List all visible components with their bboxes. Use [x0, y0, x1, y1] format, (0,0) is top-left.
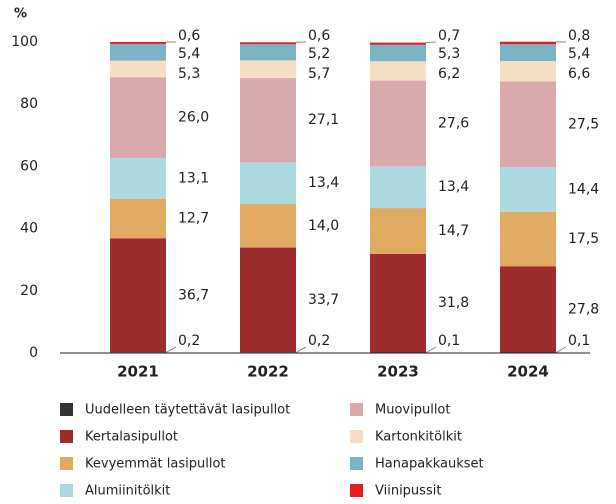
bar-segment [240, 44, 296, 60]
value-label: 0,6 [178, 28, 200, 44]
x-tick-label: 2024 [507, 363, 549, 381]
value-label: 6,6 [568, 66, 590, 82]
bar-segment [370, 43, 426, 45]
bar-segment [500, 42, 556, 44]
bar-segment [240, 162, 296, 204]
leader-line [556, 347, 566, 353]
value-label: 17,5 [568, 231, 599, 247]
bar-segment [500, 44, 556, 61]
value-label: 0,1 [568, 333, 590, 349]
value-label: 0,8 [568, 28, 590, 44]
value-label: 0,2 [308, 333, 330, 349]
value-label: 12,7 [178, 210, 209, 226]
legend-label: Kevyemmät lasipullot [85, 457, 226, 472]
leader-line [296, 347, 306, 352]
bar-segment [370, 208, 426, 254]
bar-segment [370, 61, 426, 80]
legend-label: Alumiinitölkit [85, 484, 170, 499]
value-label: 13,4 [308, 175, 339, 191]
value-label: 27,6 [438, 115, 469, 131]
legend-label: Viinipussit [375, 484, 441, 499]
bar-segment [240, 60, 296, 78]
y-tick-label: 100 [11, 34, 38, 50]
legend-swatch [350, 484, 363, 497]
bar-segment [240, 78, 296, 162]
bar-segment [240, 248, 296, 353]
value-label: 5,7 [308, 66, 330, 82]
bar-segment [370, 81, 426, 167]
value-label: 13,1 [178, 170, 209, 186]
bar-segment [370, 254, 426, 353]
value-label: 27,5 [568, 116, 599, 132]
legend-label: Kertalasipullot [85, 430, 178, 445]
value-label: 27,1 [308, 112, 339, 128]
value-label: 0,6 [308, 28, 330, 44]
y-axis-label: % [14, 7, 27, 22]
value-label: 33,7 [308, 292, 339, 308]
leader-line [426, 347, 436, 353]
legend-label: Hanapakkaukset [375, 457, 484, 472]
value-label: 6,2 [438, 66, 460, 82]
value-label: 5,4 [568, 46, 590, 62]
leader-line [166, 347, 176, 352]
value-label: 14,4 [568, 181, 599, 197]
bar-segment [240, 42, 296, 44]
bar-segment [370, 45, 426, 61]
legend-swatch [60, 403, 73, 416]
legend-swatch [60, 457, 73, 470]
bar-segment [110, 238, 166, 352]
value-label: 26,0 [178, 110, 209, 126]
legend-swatch [350, 403, 363, 416]
value-label: 14,7 [438, 223, 469, 239]
bar-segment [370, 166, 426, 208]
bar-segment [110, 199, 166, 238]
bar-segment [500, 266, 556, 352]
y-tick-label: 40 [20, 221, 38, 237]
bar-segment [500, 167, 556, 212]
leader-line [426, 42, 436, 43]
value-label: 27,8 [568, 301, 599, 317]
legend-label: Kartonkitölkit [375, 430, 462, 445]
value-label: 0,1 [438, 333, 460, 349]
legend-swatch [60, 430, 73, 443]
x-tick-label: 2023 [377, 363, 419, 381]
bar-segment [110, 61, 166, 77]
value-label: 13,4 [438, 179, 469, 195]
legend-label: Muovipullot [375, 403, 450, 418]
x-tick-label: 2021 [117, 363, 159, 381]
bar-segment [500, 81, 556, 167]
bar-segment [110, 44, 166, 61]
value-label: 5,3 [178, 66, 200, 82]
value-label: 5,3 [438, 46, 460, 62]
y-tick-label: 80 [20, 96, 38, 112]
legend-swatch [350, 430, 363, 443]
legend-swatch [60, 484, 73, 497]
bar-segment [240, 204, 296, 248]
bar-segment [110, 158, 166, 199]
legend-swatch [350, 457, 363, 470]
value-label: 36,7 [178, 287, 209, 303]
x-tick-label: 2022 [247, 363, 289, 381]
bar-segment [500, 212, 556, 266]
bar-segment [500, 61, 556, 82]
y-tick-label: 0 [29, 345, 38, 361]
value-label: 0,7 [438, 28, 460, 44]
bar-segment [110, 77, 166, 158]
y-tick-label: 20 [20, 283, 38, 299]
value-label: 5,4 [178, 46, 200, 62]
y-tick-label: 60 [20, 158, 38, 174]
value-label: 14,0 [308, 218, 339, 234]
legend-label: Uudelleen täytettävät lasipullot [85, 403, 290, 418]
value-label: 5,2 [308, 46, 330, 62]
value-label: 31,8 [438, 295, 469, 311]
bar-segment [110, 42, 166, 44]
value-label: 0,2 [178, 333, 200, 349]
